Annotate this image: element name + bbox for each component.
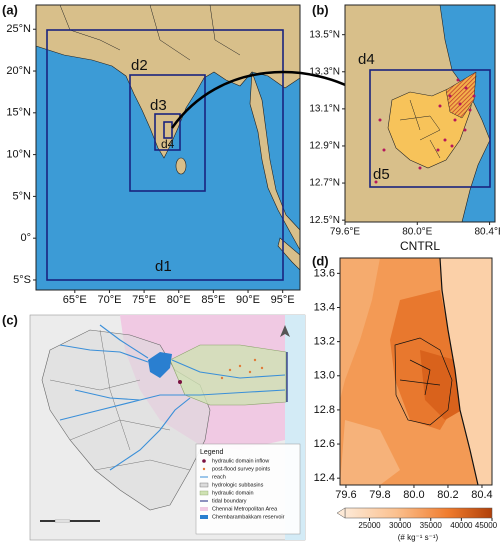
panel-b: d4 d5 (b): [312, 2, 496, 223]
x-tick-label: 70°E: [97, 294, 121, 306]
y-tick-label: 0°: [20, 232, 31, 244]
colorbar-tick-label: 40000: [450, 521, 473, 530]
domain-label: d3: [150, 97, 167, 114]
domain-box: [129, 74, 206, 192]
panel-d: CNTRL (# kg⁻¹ s⁻¹) (d): [312, 239, 493, 542]
coastline: [439, 257, 479, 486]
y-tick-label: 12.7°N: [309, 178, 340, 189]
legend-label: post-flood survey points: [212, 466, 270, 472]
legend-label: tidal boundary: [212, 498, 247, 504]
domain-box: [369, 69, 491, 188]
domain-box: [154, 113, 181, 151]
y-tick-label: 13.2: [314, 336, 335, 348]
legend-label: Chembarambakkam reservoir: [212, 514, 285, 520]
y-tick-label: 13.0: [314, 370, 335, 382]
colorbar-tick-label: 45000: [475, 521, 498, 530]
y-tick-label: 25°N: [6, 23, 31, 35]
x-tick-label: 80.0: [403, 489, 424, 501]
land: [175, 157, 187, 175]
panel-a: d1 d2 d3 d4 (a): [2, 2, 301, 291]
land: [35, 4, 301, 159]
reservoir: [148, 352, 172, 378]
panel-title: CNTRL: [400, 239, 440, 253]
hydraulic-domain: [445, 71, 477, 119]
colorbar-tick-label: 25000: [358, 521, 381, 530]
field-patch: [340, 258, 380, 400]
domain-label: d1: [155, 258, 172, 275]
colorbar-tick-label: 30000: [389, 521, 412, 530]
domain-label: d4: [161, 137, 175, 151]
border: [59, 4, 241, 61]
x-tick-label: 80.2: [437, 489, 458, 501]
colorbar-extend: [336, 507, 346, 519]
domain-box: [46, 29, 284, 281]
ocean-field: [440, 258, 492, 485]
reach: [59, 324, 286, 471]
legend-label: hydraulic domain inflow: [212, 458, 269, 464]
legend-label: hydrologic subbasins: [212, 482, 264, 488]
x-tick-label: 79.6°E: [330, 227, 360, 238]
legend-title: Legend: [200, 449, 223, 456]
panel-label: (c): [2, 312, 18, 327]
colorbar-tick-label: 35000: [420, 521, 443, 530]
x-tick-label: 80.4: [471, 489, 492, 501]
domain-label: d2: [131, 57, 148, 74]
legend-label: hydraulic domain: [212, 490, 254, 496]
x-tick-label: 79.8: [369, 489, 390, 501]
y-tick-label: 15°N: [6, 107, 31, 119]
x-tick-label: 80.4°E: [475, 227, 500, 238]
x-tick-label: 65°E: [63, 294, 87, 306]
panel-label: (d): [312, 253, 329, 268]
north-arrow: [280, 325, 290, 337]
panel-label: (a): [2, 2, 18, 17]
inflow-point: [178, 380, 182, 384]
frame: [339, 257, 493, 486]
domain-label: d4: [358, 51, 375, 68]
y-tick-label: 13.1°N: [309, 104, 340, 115]
y-tick-label: 5°N: [13, 190, 32, 202]
y-tick-label: 12.5°N: [309, 215, 340, 226]
legend-label: reach: [212, 474, 226, 480]
y-tick-label: 12.6: [314, 438, 335, 450]
y-tick-label: 13.6: [314, 267, 335, 279]
y-tick-label: 13.3°N: [309, 66, 340, 77]
y-tick-label: 5°S: [13, 274, 31, 286]
panel-label: (b): [312, 2, 329, 17]
frame: [344, 4, 496, 223]
field-patch: [340, 420, 400, 485]
x-tick-label: 75°E: [132, 294, 156, 306]
y-tick-label: 20°N: [6, 65, 31, 77]
survey-points: [374, 78, 476, 184]
scale-bar: [40, 519, 100, 523]
subbasin-line: [399, 99, 441, 159]
panel-c: Legend hydraulic domain inflow post-floo…: [2, 312, 306, 541]
domain-label: d5: [373, 166, 390, 183]
x-tick-label: 95°E: [271, 294, 295, 306]
x-tick-label: 79.6: [335, 489, 356, 501]
survey-points: [220, 358, 264, 380]
legend-label: Chennai Metropolitan Area: [212, 506, 278, 512]
y-tick-label: 13.4: [314, 301, 335, 313]
x-tick-label: 80.0°E: [402, 227, 432, 238]
y-tick-label: 13.5°N: [309, 29, 340, 40]
hydraulic-domain: [169, 344, 287, 406]
subbasin-line: [49, 329, 191, 471]
y-tick-label: 12.4: [314, 472, 335, 484]
colorbar-label: (# kg⁻¹ s⁻¹): [398, 533, 439, 542]
zoom-arrow: [170, 70, 371, 129]
watershed-outline: [394, 337, 453, 426]
x-tick-label: 90°E: [236, 294, 260, 306]
x-tick-label: 80°E: [167, 294, 191, 306]
field-patch: [420, 350, 462, 420]
domain-box: [163, 121, 173, 139]
y-tick-label: 12.8: [314, 404, 335, 416]
colorbar: [344, 507, 493, 519]
legend-keys: [199, 459, 209, 519]
y-tick-label: 12.9°N: [309, 141, 340, 152]
y-tick-label: 10°N: [6, 149, 31, 161]
x-tick-label: 85°E: [201, 294, 225, 306]
frame: [35, 4, 301, 291]
legend: [195, 443, 301, 535]
